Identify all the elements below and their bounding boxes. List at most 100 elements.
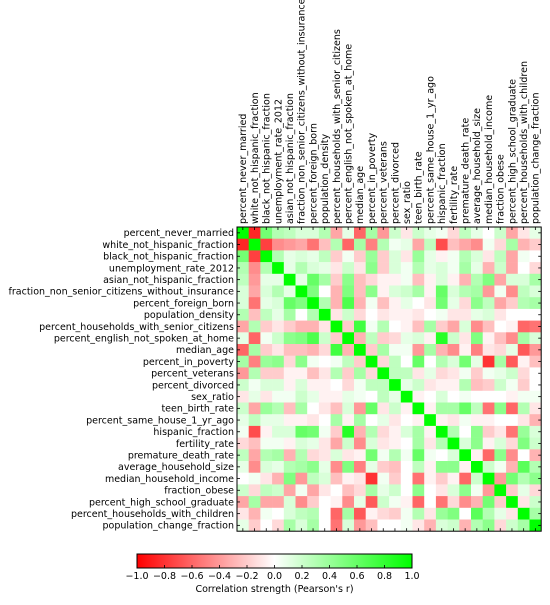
heatmap-cell-percent_high_school_graduate-x-percent_in_poverty (365, 496, 378, 509)
heatmap-cell-premature_death_rate-x-percent_divorced (389, 449, 402, 462)
heatmap-cell-unemployment_rate_2012-x-percent_in_poverty (365, 262, 378, 275)
heatmap-cell-fertility_rate-x-median_age (354, 437, 366, 450)
heatmap-cell-population_density-x-fraction_non_senior_citizens_without_insurance (295, 308, 308, 321)
heatmap-cell-percent_never_married-x-fertility_rate (447, 227, 460, 239)
heatmap-cell-percent_english_not_spoken_at_home-x-fraction_non_senior_citizens_without_insurance (295, 332, 308, 345)
heatmap-cell-sex_ratio-x-median_household_income (482, 390, 495, 403)
heatmap-cell-teen_birth_rate-x-fertility_rate (447, 402, 460, 415)
heatmap-cell-percent_same_house_1_yr_ago-x-hispanic_fraction (435, 414, 448, 427)
heatmap-cell-percent_same_house_1_yr_ago-x-percent_foreign_born (307, 414, 320, 427)
heatmap-cell-percent_divorced-x-white_not_hispanic_fraction (248, 379, 261, 392)
heatmap-cell-asian_not_hispanic_fraction-x-population_density (318, 273, 331, 286)
heatmap-cell-percent_in_poverty-x-average_household_size (471, 355, 483, 368)
heatmap-cell-average_household_size-x-fraction_non_senior_citizens_without_insurance (295, 461, 308, 473)
row-label-percent_never_married: percent_never_married (124, 228, 234, 239)
heatmap-cell-percent_in_poverty-x-teen_birth_rate (412, 355, 425, 368)
heatmap-cell-black_not_hispanic_fraction-x-percent_same_house_1_yr_ago (424, 250, 437, 263)
heatmap-cell-fraction_obese-x-median_household_income (482, 484, 495, 497)
heatmap-cell-fraction_non_senior_citizens_without_insurance-x-sex_ratio (400, 285, 413, 298)
heatmap-cell-median_age-x-percent_divorced (389, 344, 402, 356)
heatmap-cell-percent_high_school_graduate-x-fraction_non_senior_citizens_without_insurance (295, 496, 308, 509)
heatmap-cell-population_change_fraction-x-percent_households_with_children (517, 519, 530, 532)
heatmap-cell-asian_not_hispanic_fraction-x-hispanic_fraction (435, 273, 448, 286)
heatmap-cell-percent_high_school_graduate-x-median_age (354, 496, 366, 509)
heatmap-cell-population_change_fraction-x-white_not_hispanic_fraction (248, 519, 261, 532)
heatmap-cell-hispanic_fraction-x-black_not_hispanic_fraction (260, 425, 273, 438)
heatmap-cell-hispanic_fraction-x-percent_same_house_1_yr_ago (424, 425, 437, 438)
heatmap-cell-unemployment_rate_2012-x-percent_same_house_1_yr_ago (424, 262, 437, 275)
heatmap-cell-percent_veterans-x-percent_in_poverty (365, 367, 378, 380)
heatmap-cell-percent_never_married-x-average_household_size (471, 227, 483, 239)
heatmap-cell-percent_same_house_1_yr_ago-x-percent_veterans (377, 414, 390, 427)
heatmap-cell-hispanic_fraction-x-population_density (318, 425, 331, 438)
heatmap-cell-percent_high_school_graduate-x-unemployment_rate_2012 (272, 496, 285, 509)
heatmap-cell-percent_divorced-x-percent_households_with_senior_citizens (330, 379, 343, 392)
heatmap-cell-percent_in_poverty-x-percent_households_with_children (517, 355, 530, 368)
heatmap-cell-percent_divorced-x-premature_death_rate (459, 379, 472, 392)
heatmap-cell-percent_households_with_senior_citizens-x-white_not_hispanic_fraction (248, 320, 261, 333)
heatmap-cell-hispanic_fraction-x-percent_never_married (237, 425, 249, 438)
heatmap-cell-percent_foreign_born-x-percent_high_school_graduate (506, 297, 519, 310)
colorbar-tick-label: 0.2 (294, 571, 309, 582)
colorbar-tick-label: 1.0 (404, 571, 419, 582)
heatmap-cell-average_household_size-x-median_household_income (482, 461, 495, 473)
heatmap-cell-percent_high_school_graduate-x-teen_birth_rate (412, 496, 425, 509)
heatmap-cell-premature_death_rate-x-median_age (354, 449, 366, 462)
heatmap-cell-fraction_obese-x-teen_birth_rate (412, 484, 425, 497)
heatmap-cell-average_household_size-x-percent_english_not_spoken_at_home (342, 461, 355, 473)
row-label-percent_veterans: percent_veterans (151, 369, 234, 380)
heatmap-cell-median_household_income-x-sex_ratio (400, 472, 413, 485)
heatmap-cell-percent_households_with_children-x-sex_ratio (400, 507, 413, 520)
heatmap-cell-percent_households_with_children-x-hispanic_fraction (435, 507, 448, 520)
row-label-asian_not_hispanic_fraction: asian_not_hispanic_fraction (103, 275, 234, 286)
heatmap-cell-premature_death_rate-x-fertility_rate (447, 449, 460, 462)
heatmap-cell-teen_birth_rate-x-percent_households_with_senior_citizens (330, 402, 343, 415)
heatmap-cell-percent_foreign_born-x-teen_birth_rate (412, 297, 425, 310)
heatmap-cell-median_age-x-percent_high_school_graduate (506, 344, 519, 356)
heatmap-cell-premature_death_rate-x-percent_never_married (237, 449, 249, 462)
heatmap-cell-black_not_hispanic_fraction-x-fraction_obese (494, 250, 507, 263)
heatmap-cell-percent_households_with_senior_citizens-x-fertility_rate (447, 320, 460, 333)
heatmap-cell-asian_not_hispanic_fraction-x-percent_divorced (389, 273, 402, 286)
heatmap-cell-median_household_income-x-median_household_income (482, 472, 495, 485)
heatmap-cell-median_household_income-x-median_age (354, 472, 366, 485)
heatmap-cell-teen_birth_rate-x-percent_same_house_1_yr_ago (424, 402, 437, 415)
heatmap-cell-fraction_obese-x-percent_divorced (389, 484, 402, 497)
heatmap-cell-hispanic_fraction-x-percent_households_with_children (517, 425, 530, 438)
heatmap-cell-percent_divorced-x-unemployment_rate_2012 (272, 379, 285, 392)
heatmap-cell-fraction_non_senior_citizens_without_insurance-x-teen_birth_rate (412, 285, 425, 298)
heatmap-cell-percent_never_married-x-fraction_non_senior_citizens_without_insurance (295, 227, 308, 239)
heatmap-cell-percent_english_not_spoken_at_home-x-percent_never_married (237, 332, 249, 345)
heatmap-cell-fraction_obese-x-sex_ratio (400, 484, 413, 497)
heatmap-cell-population_change_fraction-x-percent_high_school_graduate (506, 519, 519, 532)
heatmap-cell-fraction_obese-x-hispanic_fraction (435, 484, 448, 497)
heatmap-cell-percent_high_school_graduate-x-percent_veterans (377, 496, 390, 509)
heatmap-cell-teen_birth_rate-x-white_not_hispanic_fraction (248, 402, 261, 415)
heatmap-cell-white_not_hispanic_fraction-x-percent_foreign_born (307, 238, 320, 251)
heatmap-cell-fraction_non_senior_citizens_without_insurance-x-percent_veterans (377, 285, 390, 298)
heatmap-cell-percent_veterans-x-percent_veterans (377, 367, 390, 380)
heatmap-cell-population_change_fraction-x-hispanic_fraction (435, 519, 448, 532)
heatmap-cell-median_age-x-percent_english_not_spoken_at_home (342, 344, 355, 356)
heatmap-cell-black_not_hispanic_fraction-x-percent_in_poverty (365, 250, 378, 263)
heatmap-cell-median_age-x-teen_birth_rate (412, 344, 425, 356)
heatmap-cell-median_age-x-asian_not_hispanic_fraction (283, 344, 296, 356)
heatmap-cell-percent_english_not_spoken_at_home-x-black_not_hispanic_fraction (260, 332, 273, 345)
heatmap-cell-population_change_fraction-x-teen_birth_rate (412, 519, 425, 532)
heatmap-cell-sex_ratio-x-percent_veterans (377, 390, 390, 403)
heatmap-cell-percent_english_not_spoken_at_home-x-percent_same_house_1_yr_ago (424, 332, 437, 345)
heatmap-cell-percent_english_not_spoken_at_home-x-sex_ratio (400, 332, 413, 345)
heatmap-cell-fraction_obese-x-percent_same_house_1_yr_ago (424, 484, 437, 497)
heatmap-cell-fraction_obese-x-premature_death_rate (459, 484, 472, 497)
heatmap-cell-sex_ratio-x-hispanic_fraction (435, 390, 448, 403)
heatmap-cell-percent_households_with_children-x-median_household_income (482, 507, 495, 520)
heatmap-cell-percent_households_with_children-x-white_not_hispanic_fraction (248, 507, 261, 520)
heatmap-cell-asian_not_hispanic_fraction-x-percent_households_with_children (517, 273, 530, 286)
column-label-fraction_non_senior_citizens_without_insurance: fraction_non_senior_citizens_without_ins… (297, 0, 308, 224)
heatmap-cell-fertility_rate-x-premature_death_rate (459, 437, 472, 450)
heatmap-cell-fraction_non_senior_citizens_without_insurance-x-average_household_size (471, 285, 483, 298)
heatmap-cell-teen_birth_rate-x-population_change_fraction (529, 402, 542, 415)
colorbar-tick-label: 0.8 (377, 571, 392, 582)
heatmap-cell-median_age-x-percent_same_house_1_yr_ago (424, 344, 437, 356)
heatmap-cell-percent_high_school_graduate-x-premature_death_rate (459, 496, 472, 509)
